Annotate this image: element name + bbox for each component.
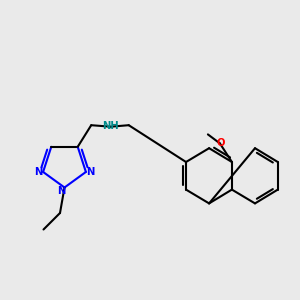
Text: NH: NH (102, 121, 119, 131)
Text: N: N (34, 167, 43, 177)
Text: O: O (217, 137, 225, 148)
Text: N: N (86, 167, 94, 177)
Text: N: N (57, 185, 65, 196)
